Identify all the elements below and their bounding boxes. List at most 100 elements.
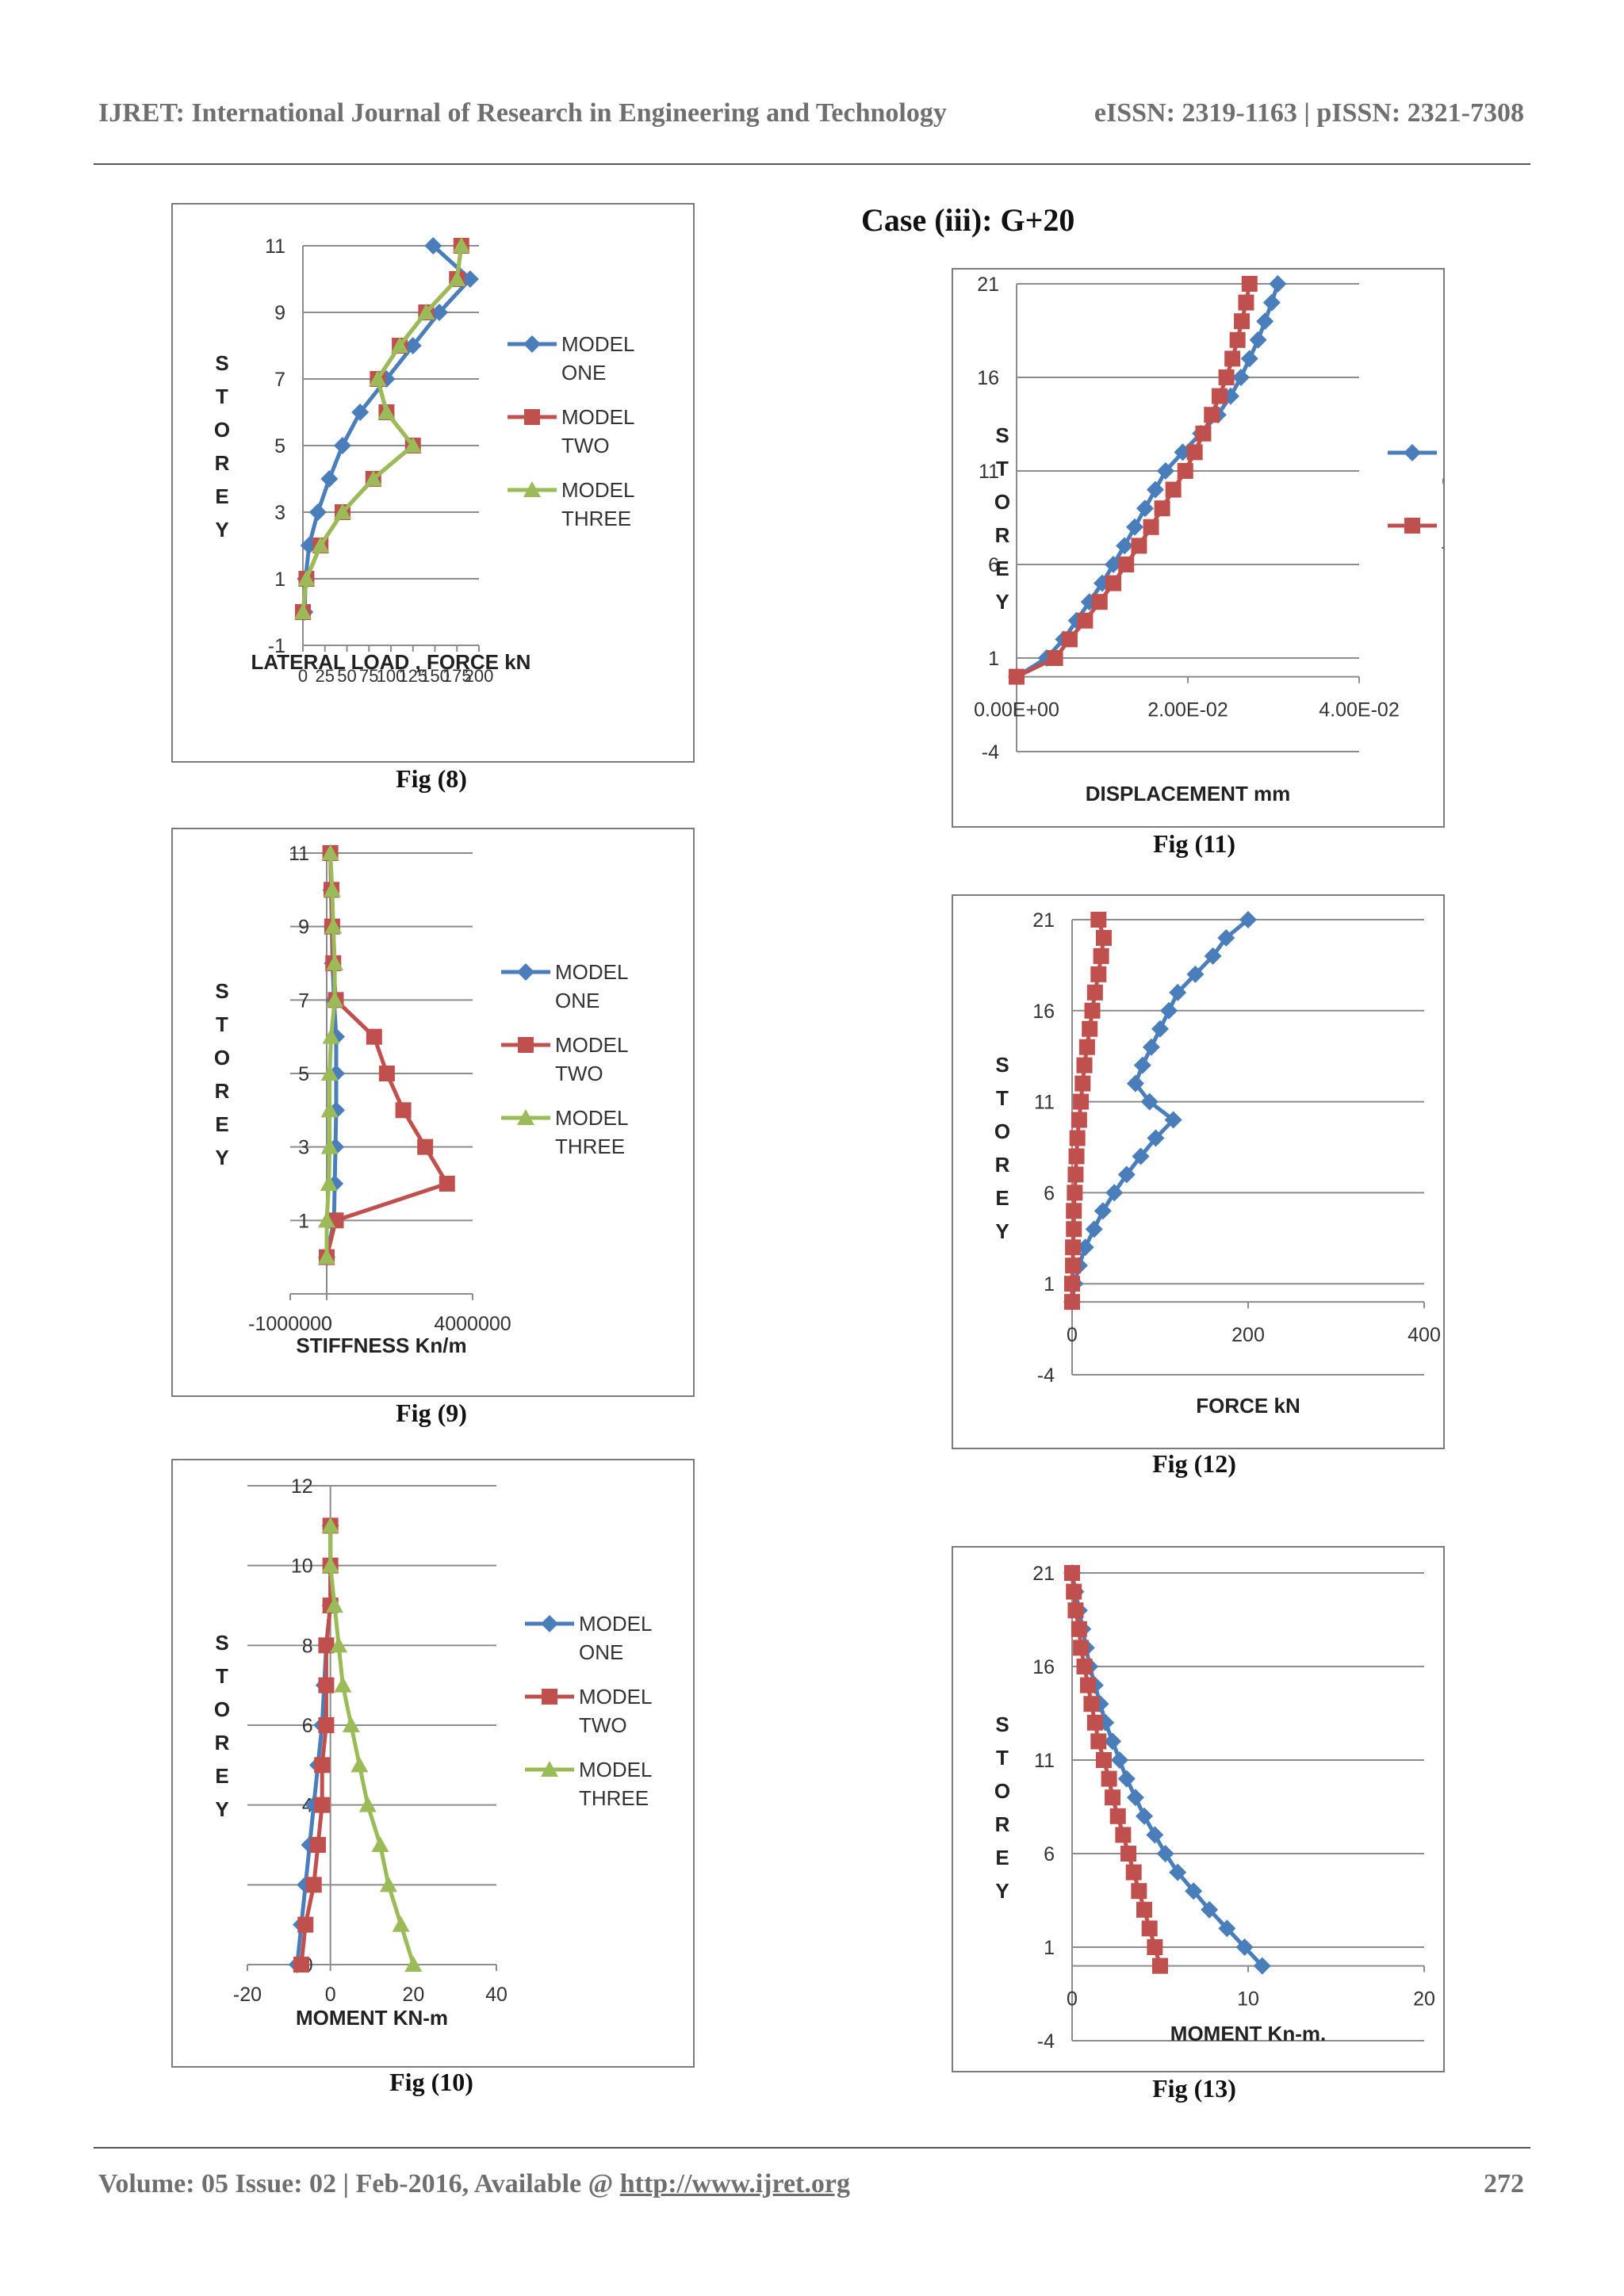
fig11-series-2-point [1077, 612, 1094, 629]
fig9-legend-marker [518, 1037, 534, 1053]
fig8-series-1-point [320, 470, 339, 488]
fig11-series-2-point [1091, 594, 1108, 610]
fig9-series-3-point [322, 1027, 340, 1044]
fig11-series-1-point [1146, 480, 1164, 499]
fig8-y-tick: 5 [274, 435, 285, 457]
fig12-series-2-point [1064, 1276, 1080, 1292]
fig13-series-2-point [1064, 1565, 1080, 1581]
fig8-x-tick: 50 [337, 666, 356, 686]
fig12-series-1-point [1142, 1038, 1160, 1056]
fig9-y-axis-title-letter: Y [215, 1146, 228, 1169]
fig12-series-1-point [1133, 1056, 1151, 1074]
fig13-series-2-point [1125, 1864, 1142, 1881]
fig13-series-1-point [1117, 1770, 1136, 1788]
fig9-series-2-point [378, 1066, 395, 1081]
fig10-y-axis-title-letter: O [214, 1697, 230, 1721]
fig10-y-tick: 8 [302, 1635, 313, 1657]
fig11-series-1-point [1231, 369, 1250, 386]
fig8-legend-marker [523, 481, 541, 497]
fig8-series-1-point [461, 270, 479, 288]
fig10-series-3-point [358, 1796, 377, 1812]
fig13-x-tick: 0 [1067, 1988, 1078, 2011]
fig8-legend-label: TWO [561, 434, 610, 457]
fig8-y-axis-title-letter: T [216, 385, 228, 408]
fig12-series-1-point [1140, 1093, 1159, 1111]
fig9-x-tick: -1000000 [248, 1313, 332, 1335]
fig9-series-2-point [395, 1102, 412, 1119]
fig11-series-1-point [1136, 499, 1154, 518]
fig13-series-2-point [1079, 1677, 1096, 1693]
fig10-series-3-point [404, 1956, 423, 1972]
fig12-series-1-point [1117, 1165, 1136, 1184]
fig11-series-2-point [1131, 538, 1147, 554]
fig12-series-2-point [1095, 929, 1112, 946]
fig11-series-1-point [1249, 331, 1267, 349]
fig8-legend-label: MODEL [561, 405, 634, 429]
fig9-series-3-point [320, 1138, 339, 1154]
fig8-x-tick: 175 [442, 666, 472, 686]
fig13-y-tick: -4 [1037, 2030, 1055, 2053]
fig10-series-3-point [330, 1636, 348, 1653]
fig11-series-1-point [1116, 537, 1134, 555]
fig11-legend-label: MODEL [1442, 514, 1443, 538]
fig11-x-axis-title: DISPLACEMENT mm [1086, 782, 1291, 806]
fig12-series-2-point [1068, 1148, 1085, 1165]
fig11-series-1-point [1126, 518, 1144, 536]
fig9-series-3-point [320, 1101, 339, 1118]
fig10-series-2-point [318, 1637, 335, 1654]
fig12-series-1-point [1094, 1202, 1112, 1220]
fig9-y-tick: 3 [298, 1137, 309, 1159]
fig10-series-3-point [342, 1716, 360, 1732]
fig10-legend-label: MODEL [579, 1685, 652, 1709]
fig9-series-2-point [439, 1176, 455, 1192]
fig12-x-axis-title: FORCE kN [1196, 1394, 1300, 1418]
fig13-y-axis-title-letter: E [995, 1846, 1009, 1869]
fig10-series-3-point [392, 1915, 410, 1932]
fig12-series-1-point [1239, 911, 1257, 928]
fig12-series-2-point [1066, 1203, 1082, 1219]
fig9-series-3-point [318, 1248, 335, 1265]
fig12-series-1-point [1217, 928, 1235, 947]
fig13-series-2-line [1070, 1572, 1162, 1967]
fig9-y-tick: 5 [298, 1063, 309, 1085]
fig9-y-axis-title-letter: E [215, 1112, 228, 1136]
fig13-series-2-point [1136, 1901, 1153, 1918]
fig13-series-1-point [1253, 1957, 1271, 1975]
fig10-series-2-point [314, 1757, 331, 1774]
fig10-legend-marker [541, 1615, 558, 1632]
issn-numbers: eISSN: 2319-1163 | pISSN: 2321-7308 [1094, 98, 1524, 128]
fig12-series-1-point [1151, 1020, 1169, 1038]
fig9-series-3-point [318, 1211, 335, 1228]
fig13-series-2-point [1083, 1696, 1100, 1712]
fig10-series-2-point [314, 1797, 331, 1813]
fig9-y-tick: 9 [298, 916, 309, 939]
fig12-series-2-point [1074, 1075, 1091, 1092]
fig8-x-tick: 100 [377, 666, 406, 686]
fig12-series-2-point [1090, 912, 1107, 928]
fig11-series-1-point [1156, 462, 1174, 480]
fig9-legend-label: TWO [555, 1062, 603, 1085]
fig9-series-3-point [326, 955, 344, 970]
fig13-series-2-point [1131, 1883, 1147, 1900]
fig10-series-3-point [371, 1836, 389, 1852]
fig10-y-axis-title-letter: T [216, 1664, 228, 1688]
fig12-series-1-point [1164, 1111, 1182, 1129]
fig13-series-1-point [1201, 1900, 1219, 1919]
fig9-series-2-point [366, 1028, 382, 1045]
fig12-series-1-point [1169, 983, 1187, 1001]
fig11-chart: -4 1 6 11 16 21 0.00E+00 2.00E-02 4.00E-02 DISPLA… [952, 268, 1445, 828]
fig8-y-axis-title-letter: R [215, 451, 230, 475]
fig13-y-axis-title-letter: O [994, 1779, 1010, 1803]
fig8-y-tick: -1 [268, 635, 285, 657]
fig11-y-axis-title-letter: S [995, 423, 1009, 447]
journal-link[interactable]: http://www.ijret.org [619, 2169, 850, 2198]
fig13-y-axis-title-letter: T [996, 1746, 1009, 1770]
fig8-x-tick: 200 [465, 666, 494, 686]
fig12-series-1-point [1204, 947, 1222, 965]
fig11-legend-marker [1404, 518, 1420, 534]
fig12-series-1-point [1085, 1220, 1103, 1238]
fig13-x-axis-title: MOMENT Kn-m. [1170, 2022, 1326, 2045]
fig11-series-1-point [1240, 350, 1258, 368]
